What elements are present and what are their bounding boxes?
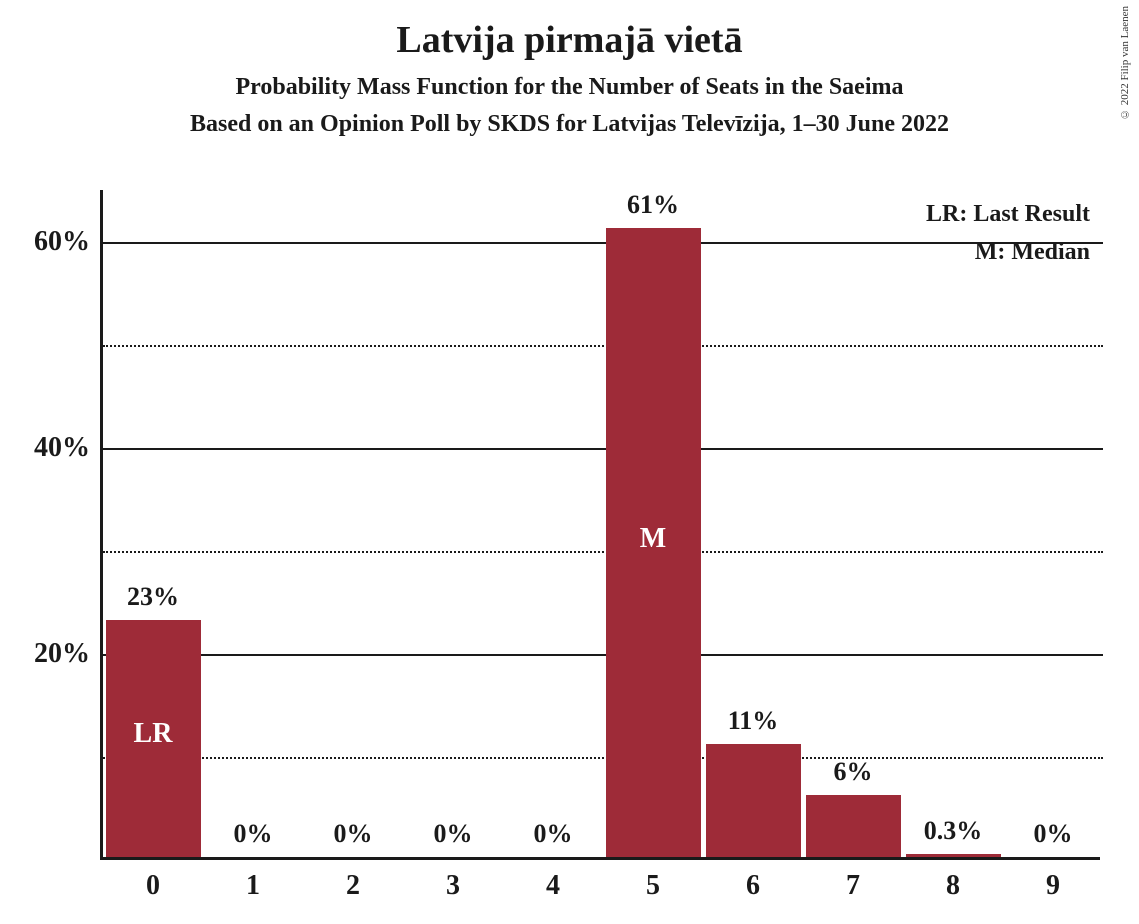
bar [906,854,1001,857]
xtick-label: 9 [1046,870,1060,902]
gridline-minor [103,757,1103,759]
xtick-label: 6 [746,870,760,902]
ytick-label: 20% [34,638,90,670]
bar-value-label: 0% [334,819,373,849]
xtick-label: 2 [346,870,360,902]
chart-subtitle-1: Probability Mass Function for the Number… [0,62,1139,101]
xtick-label: 1 [246,870,260,902]
bar-value-label: 11% [728,706,779,736]
bar-value-label: 0% [534,819,573,849]
plot-region: LR: Last Result M: Median 23%LR00%10%20%… [100,190,1100,860]
bar [806,795,901,857]
xtick-label: 8 [946,870,960,902]
bar-inner-label: M [640,523,666,555]
bar-value-label: 0% [234,819,273,849]
bar-inner-label: LR [134,718,173,750]
gridline-major [103,448,1103,450]
bar [706,744,801,857]
legend-lr: LR: Last Result [926,195,1090,233]
xtick-label: 7 [846,870,860,902]
bar-value-label: 23% [127,582,179,612]
chart-title: Latvija pirmajā vietā [0,0,1139,62]
xtick-label: 4 [546,870,560,902]
bar-value-label: 0% [434,819,473,849]
gridline-major [103,654,1103,656]
xtick-label: 0 [146,870,160,902]
gridline-minor [103,551,1103,553]
bar-value-label: 6% [834,757,873,787]
chart-subtitle-2: Based on an Opinion Poll by SKDS for Lat… [0,101,1139,138]
ytick-label: 40% [34,432,90,464]
gridline-minor [103,345,1103,347]
bar-value-label: 61% [627,190,679,220]
chart-area: LR: Last Result M: Median 23%LR00%10%20%… [100,190,1100,860]
xtick-label: 5 [646,870,660,902]
bar-value-label: 0% [1034,819,1073,849]
legend: LR: Last Result M: Median [926,195,1090,272]
copyright-text: © 2022 Filip van Laenen [1119,6,1131,120]
gridline-major [103,242,1103,244]
ytick-label: 60% [34,226,90,258]
bar-value-label: 0.3% [924,816,983,846]
chart-container: Latvija pirmajā vietā Probability Mass F… [0,0,1139,924]
legend-m: M: Median [926,233,1090,271]
xtick-label: 3 [446,870,460,902]
